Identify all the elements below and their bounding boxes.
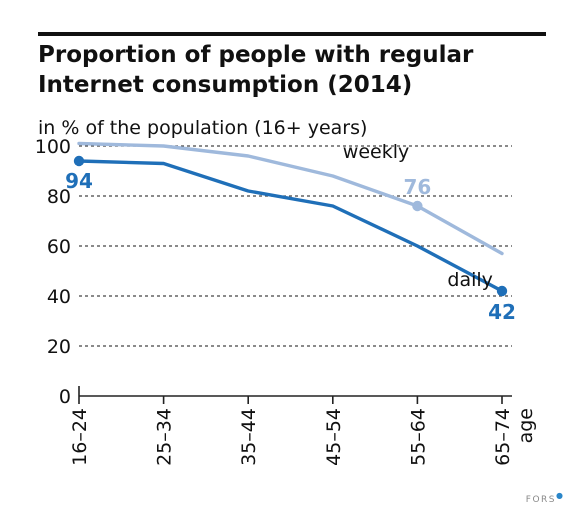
data-label-daily-5: 42 [488, 300, 516, 324]
y-tick-label-100: 100 [35, 136, 71, 158]
series-line-daily [77, 159, 504, 293]
title-rule [38, 32, 546, 36]
credit-dot-icon: ● [556, 491, 563, 500]
chart-title: Proportion of people with regular Intern… [38, 40, 558, 100]
y-tick-label-0: 0 [59, 386, 71, 408]
data-label-daily-0: 94 [65, 169, 93, 193]
y-tick-label-60: 60 [47, 236, 71, 258]
x-tick-label-3: 45–54 [323, 408, 345, 466]
x-tick-label-5: 65–74 [492, 408, 514, 466]
source-credit: FORS● [526, 491, 563, 505]
x-axis-title: age [515, 408, 537, 443]
series-label-daily: daily [447, 269, 493, 291]
y-tick-label-80: 80 [47, 186, 71, 208]
x-tick-label-1: 25–34 [154, 408, 176, 466]
data-label-weekly-4: 76 [403, 175, 431, 199]
series-line-weekly [77, 141, 504, 256]
x-tick-label-2: 35–44 [238, 408, 260, 466]
chart-title-line-2: Internet consumption (2014) [38, 72, 413, 98]
data-point-daily-0 [73, 155, 85, 167]
y-tick-label-40: 40 [47, 286, 71, 308]
x-tick-label-4: 55–64 [407, 408, 429, 466]
source-credit-text: FORS [525, 495, 557, 505]
chart-title-line-1: Proportion of people with regular [38, 42, 474, 68]
x-tick-label-0: 16–24 [69, 408, 91, 466]
series-label-weekly: weekly [343, 141, 409, 163]
data-point-daily-5 [496, 285, 508, 297]
y-tick-label-20: 20 [47, 336, 71, 358]
chart-subtitle: in % of the population (16+ years) [38, 117, 368, 139]
data-point-weekly-4 [412, 200, 423, 212]
